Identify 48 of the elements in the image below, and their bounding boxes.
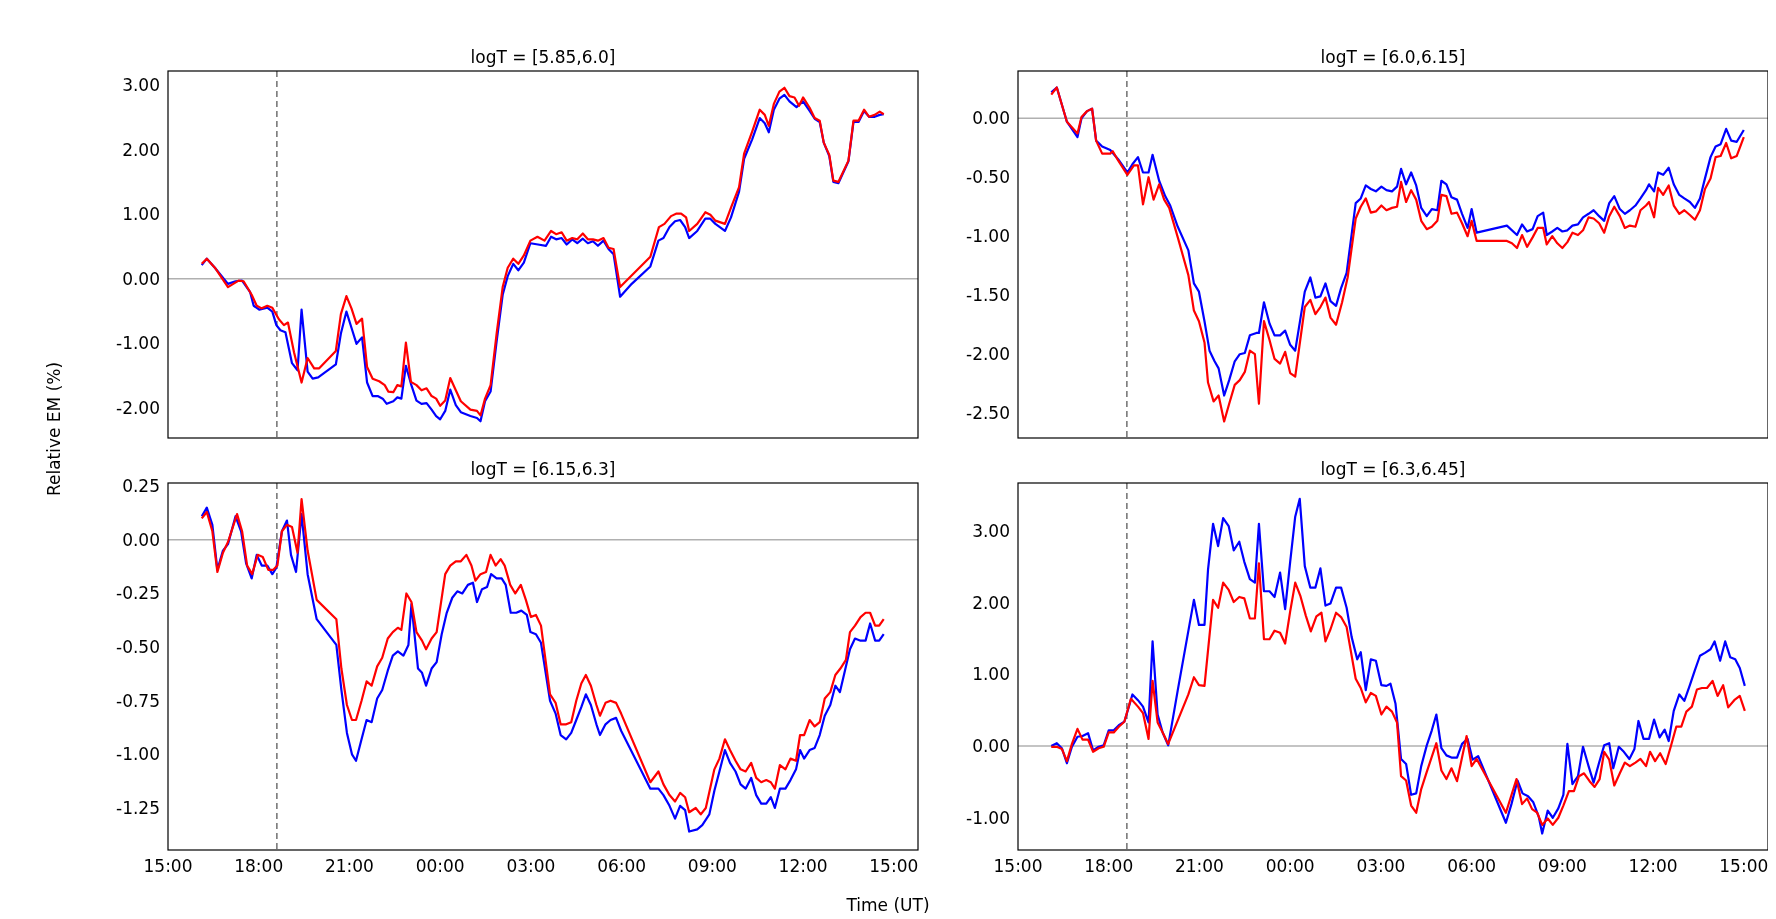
y-tick-label: -2.50 xyxy=(966,403,1010,424)
y-tick-label: -2.00 xyxy=(116,397,160,418)
x-tick-label: 15:00 xyxy=(869,856,919,876)
x-tick-label: 18:00 xyxy=(1084,856,1134,876)
x-tick-label: 15:00 xyxy=(143,856,193,876)
y-tick-label: -0.25 xyxy=(116,583,160,604)
y-axis-title: Relative EM (%) xyxy=(44,361,64,497)
x-tick-label: 15:00 xyxy=(1719,856,1769,876)
x-tick-label: 03:00 xyxy=(1356,856,1406,876)
y-tick-label: 3.00 xyxy=(972,520,1010,541)
x-tick-label: 18:00 xyxy=(234,856,284,876)
y-tick-label: -1.25 xyxy=(116,797,160,818)
x-tick-label: 00:00 xyxy=(415,856,465,876)
y-tick-label: -1.50 xyxy=(966,285,1010,306)
x-tick-label: 00:00 xyxy=(1265,856,1315,876)
chart-title: logT = [5.85,6.0] xyxy=(470,47,616,67)
chart-title: logT = [6.15,6.3] xyxy=(470,459,616,479)
y-tick-label: -1.00 xyxy=(966,807,1010,828)
x-axis-title: Time (UT) xyxy=(845,895,930,915)
y-tick-label: 0.00 xyxy=(122,529,160,550)
y-tick-label: 1.00 xyxy=(122,204,160,225)
y-tick-label: -0.50 xyxy=(966,167,1010,188)
y-tick-label: -0.75 xyxy=(116,690,160,711)
y-tick-label: -0.50 xyxy=(116,637,160,658)
x-tick-label: 21:00 xyxy=(324,856,374,876)
y-tick-label: 0.00 xyxy=(122,268,160,289)
y-tick-label: -1.00 xyxy=(116,333,160,354)
y-tick-label: 0.00 xyxy=(972,736,1010,757)
y-tick-label: 3.00 xyxy=(122,75,160,96)
y-tick-label: 0.00 xyxy=(972,108,1010,129)
x-tick-label: 03:00 xyxy=(506,856,556,876)
x-tick-label: 06:00 xyxy=(597,856,647,876)
x-tick-label: 12:00 xyxy=(778,856,828,876)
chart-title: logT = [6.0,6.15] xyxy=(1320,47,1466,67)
x-tick-label: 09:00 xyxy=(1537,856,1587,876)
x-tick-label: 09:00 xyxy=(687,856,737,876)
y-tick-label: 0.25 xyxy=(122,476,160,497)
y-tick-label: 1.00 xyxy=(972,664,1010,685)
x-tick-label: 12:00 xyxy=(1628,856,1678,876)
x-tick-label: 15:00 xyxy=(993,856,1043,876)
y-tick-label: 2.00 xyxy=(122,139,160,160)
y-tick-label: -1.00 xyxy=(966,226,1010,247)
y-tick-label: -2.00 xyxy=(966,344,1010,365)
x-tick-label: 21:00 xyxy=(1174,856,1224,876)
y-tick-label: 2.00 xyxy=(972,592,1010,613)
chart-title: logT = [6.3,6.45] xyxy=(1320,459,1466,479)
y-tick-label: -1.00 xyxy=(116,744,160,765)
x-tick-label: 06:00 xyxy=(1447,856,1497,876)
